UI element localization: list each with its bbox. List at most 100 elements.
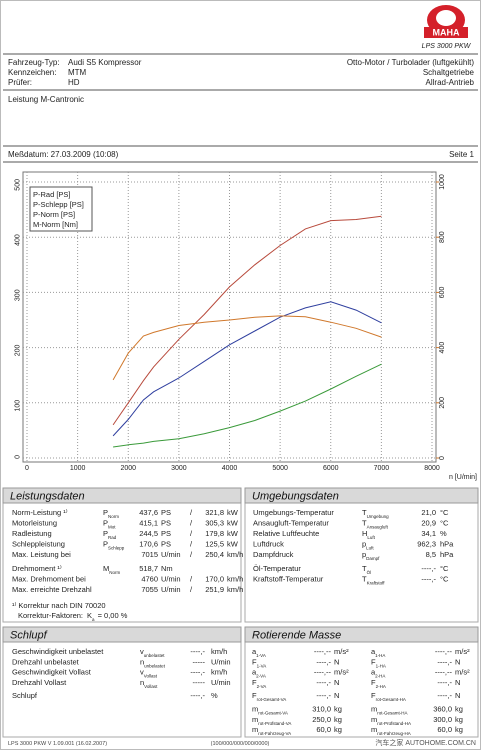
symbol-letter: m	[371, 715, 377, 724]
row-u1: PS	[161, 508, 171, 517]
symbol: mrot-Gesamt-HA	[371, 705, 408, 716]
row-v2: 251,9	[205, 585, 224, 594]
row-v1: 518,7	[139, 564, 158, 573]
row-label: Kraftstoff-Temperatur	[253, 575, 324, 584]
row-label: Norm-Leistung ¹⁾	[12, 508, 68, 517]
date: Meßdatum: 27.03.2009 (10:08)	[8, 150, 119, 159]
symbol-letter: P	[103, 519, 108, 528]
y-tick-label: 0	[15, 455, 22, 459]
field-label: Fahrzeug-Typ:	[8, 58, 60, 67]
code: (100/000/000/000/0000)	[211, 741, 270, 747]
symbol: PRad	[103, 529, 117, 540]
row-sep: /	[190, 529, 193, 538]
symbol-letter: F	[252, 691, 257, 700]
symbol-letter: n	[140, 678, 144, 687]
section-header	[244, 626, 479, 643]
row-unit: °C	[440, 575, 449, 584]
row-value: 310,0	[312, 705, 331, 714]
row-label: Öl-Temperatur	[253, 564, 301, 573]
row-value: 21,0	[421, 508, 436, 517]
row-label: Drehzahl unbelastet	[12, 657, 80, 666]
symbol: vVollast	[140, 668, 158, 679]
x-tick-label: 0	[25, 465, 29, 472]
y-tick-label: 500	[15, 179, 22, 191]
series-line	[112, 215, 382, 426]
row-value: 60,0	[316, 725, 331, 734]
row-value: ----,-	[190, 647, 205, 656]
symbol-letter: H	[362, 529, 367, 538]
row-unit: N	[455, 678, 460, 687]
symbol-letter: p	[362, 550, 366, 559]
symbol: mrot-Fahrzeug-HA	[371, 725, 411, 736]
row-value: 60,0	[437, 725, 452, 734]
symbol-subscript: Umgebung	[367, 514, 390, 519]
row-unit: kg	[455, 715, 463, 724]
field-value: Allrad-Antrieb	[426, 78, 475, 87]
row-v1: 7055	[141, 585, 158, 594]
row-sep: /	[190, 540, 193, 549]
x-tick-label: 2000	[120, 465, 136, 472]
row-unit: N	[455, 657, 460, 666]
row-value: ----,--	[435, 668, 453, 677]
logo-banner	[424, 27, 468, 38]
row-u1: U/min	[161, 585, 181, 594]
row-value: -----	[193, 657, 206, 666]
field-label: Prüfer:	[8, 78, 32, 87]
x-tick-label: 3000	[171, 465, 187, 472]
symbol: TAnsaugluft	[362, 519, 389, 530]
row-u1: PS	[161, 519, 171, 528]
symbol-letter: F	[371, 657, 376, 666]
row-label: Dampfdruck	[253, 550, 294, 559]
y2-tick-label: 0	[439, 456, 446, 460]
symbol: PSchlepp	[103, 540, 125, 551]
page-number: Seite 1	[449, 150, 474, 159]
symbol-subscript: Öl	[367, 569, 372, 575]
row-unit: m/s²	[334, 668, 349, 677]
row-value: ----,-	[421, 564, 436, 573]
symbol: PMot	[103, 519, 116, 530]
symbol: a2-HA	[371, 668, 385, 679]
symbol-subscript: 1-VA	[256, 653, 266, 658]
symbol-subscript: unbelastet	[144, 653, 166, 658]
symbol-subscript: Vollast	[144, 683, 158, 688]
symbol-subscript: unbelastet	[144, 663, 166, 668]
row-value: ----,--	[314, 647, 332, 656]
row-value: 300,0	[433, 715, 452, 724]
symbol-letter: F	[252, 657, 257, 666]
footnote: Korrektur-Faktoren: Ka = 0,00 %	[18, 611, 128, 622]
symbol: pDampf	[362, 550, 380, 561]
row-v2: 179,8	[205, 529, 224, 538]
y2-tick-label: 800	[439, 231, 446, 243]
row-value: 962,3	[417, 540, 436, 549]
symbol-letter: m	[252, 715, 258, 724]
symbol-subscript: 1-HA	[376, 663, 386, 668]
row-v2: 305,3	[205, 519, 224, 528]
row-v2: 170,0	[205, 575, 224, 584]
y-tick-label: 200	[15, 345, 22, 357]
row-v1: 7015	[141, 550, 158, 559]
section-header	[244, 487, 479, 504]
y-tick-label: 400	[15, 234, 22, 246]
section-header	[2, 626, 242, 643]
symbol: vunbelastet	[140, 647, 165, 658]
row-sep: /	[190, 508, 193, 517]
row-label: Drehmoment ¹⁾	[12, 564, 62, 573]
symbol-letter: v	[140, 647, 144, 656]
y-tick-label: 100	[15, 400, 22, 412]
symbol: a1-HA	[371, 647, 385, 658]
symbol-subscript: Luft	[366, 545, 374, 550]
symbol-letter: T	[362, 564, 367, 573]
series-line	[112, 301, 382, 437]
symbol: F2-VA	[252, 678, 266, 689]
symbol: TUmgebung	[362, 508, 389, 519]
field-value: Schaltgetriebe	[423, 68, 475, 77]
symbol-subscript: Norm	[109, 570, 120, 575]
symbol-letter: m	[371, 725, 377, 734]
symbol-letter: K	[87, 611, 92, 620]
row-unit: °C	[440, 564, 449, 573]
symbol-letter: F	[252, 678, 257, 687]
symbol-subscript: Luft	[367, 535, 375, 540]
section-header	[2, 487, 242, 504]
symbol-subscript: rot-Prüfstand-VA	[258, 720, 291, 725]
